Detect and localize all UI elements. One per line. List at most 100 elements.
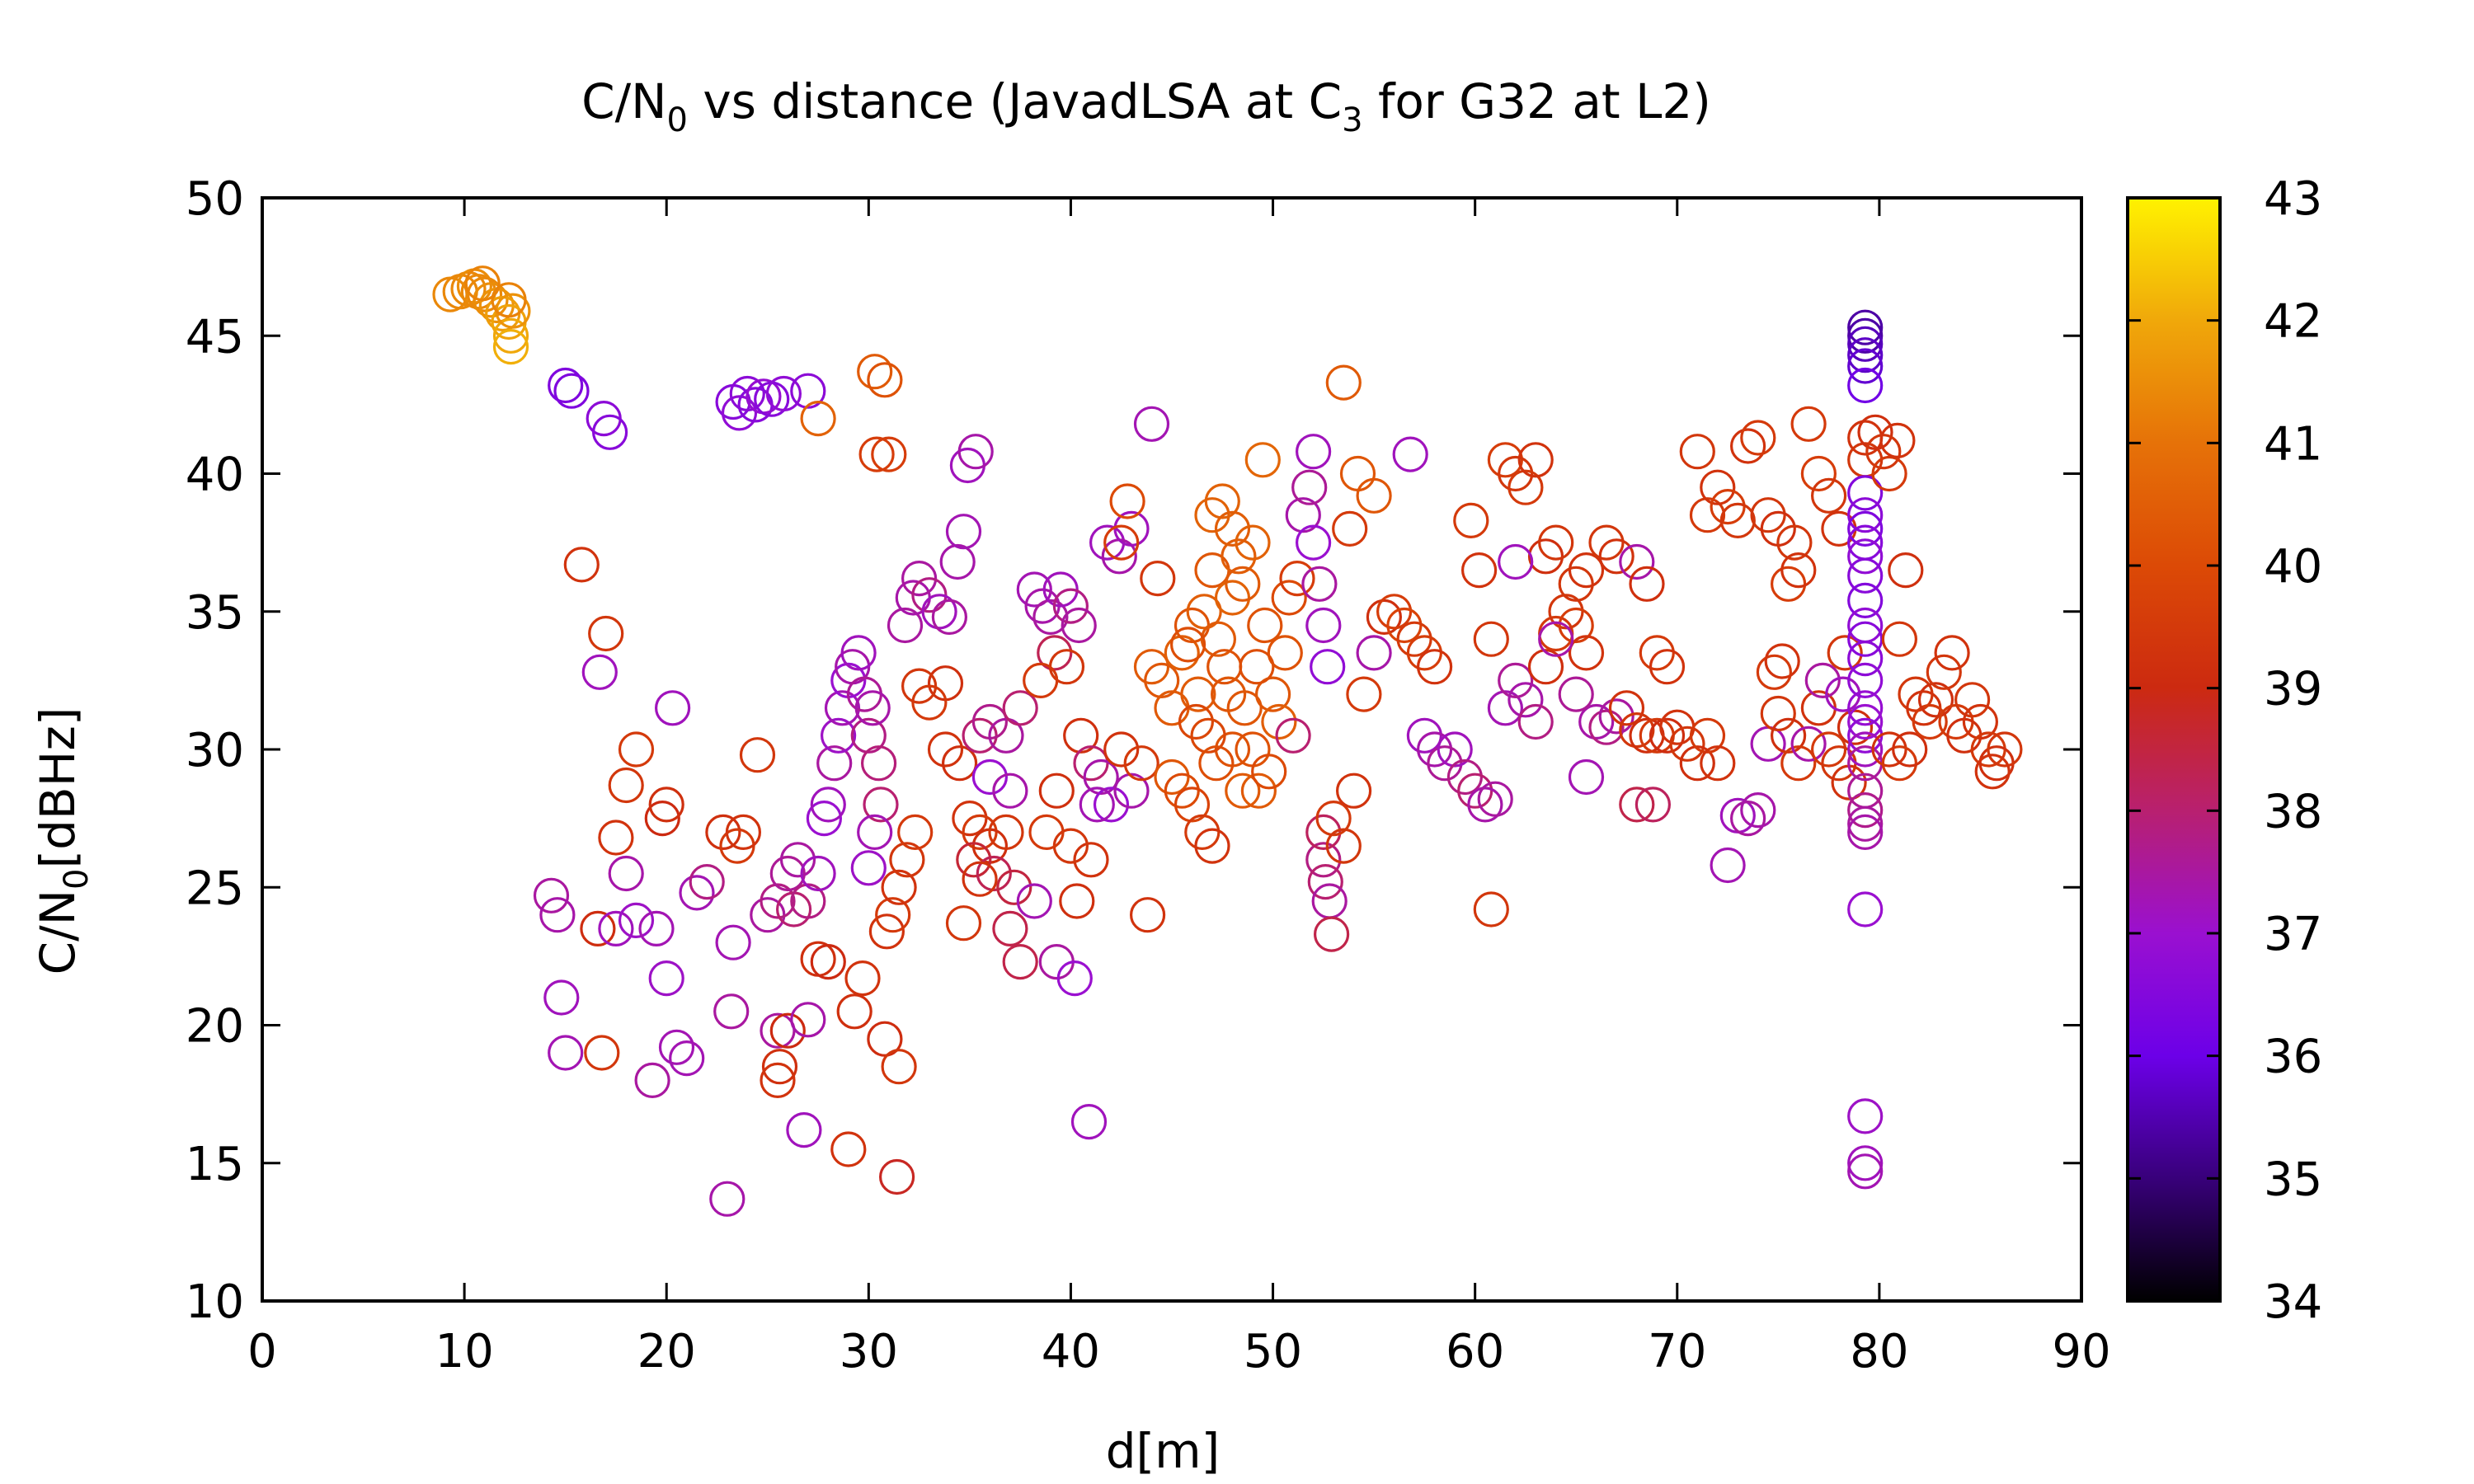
data-point bbox=[580, 910, 616, 947]
colorbar-tick-label: 42 bbox=[2264, 295, 2322, 349]
data-point bbox=[1002, 943, 1038, 980]
data-point bbox=[1198, 745, 1235, 782]
data-point bbox=[1719, 502, 1756, 539]
data-point bbox=[1129, 897, 1166, 933]
data-point bbox=[1847, 1153, 1884, 1190]
data-point bbox=[1376, 594, 1413, 630]
data-point bbox=[1917, 682, 1954, 718]
data-point bbox=[1221, 538, 1257, 575]
data-point bbox=[1619, 711, 1655, 749]
data-point bbox=[992, 773, 1028, 809]
data-point bbox=[492, 329, 529, 365]
data-point bbox=[830, 1131, 867, 1167]
data-point bbox=[709, 1181, 745, 1217]
data-point bbox=[1954, 682, 1991, 718]
data-point bbox=[658, 1029, 695, 1065]
data-point bbox=[1037, 635, 1073, 671]
data-point bbox=[648, 787, 684, 823]
data-point bbox=[945, 905, 982, 942]
data-point bbox=[1056, 960, 1093, 997]
data-point bbox=[1847, 1098, 1884, 1134]
data-point bbox=[1740, 791, 1776, 829]
data-point bbox=[1649, 717, 1686, 754]
data-point bbox=[1061, 607, 1097, 644]
data-point bbox=[608, 767, 644, 804]
data-point bbox=[1776, 524, 1813, 561]
data-point bbox=[1261, 703, 1297, 740]
data-point bbox=[1133, 649, 1170, 685]
data-point bbox=[1847, 475, 1884, 511]
data-point bbox=[962, 814, 998, 851]
x-axis: 0 10 20 30 40 50 60 70 80 90 bbox=[247, 198, 2111, 1378]
data-point bbox=[644, 800, 680, 837]
data-point bbox=[1847, 607, 1884, 644]
data-point bbox=[1588, 709, 1625, 745]
data-point bbox=[1865, 434, 1902, 470]
data-point bbox=[750, 897, 786, 933]
data-point bbox=[1079, 787, 1115, 823]
y-tick-label: 40 bbox=[186, 448, 244, 502]
data-point bbox=[1235, 731, 1271, 768]
data-point bbox=[1396, 621, 1432, 657]
data-point bbox=[1194, 497, 1230, 533]
colorbar-axis: 34 35 36 37 38 39 40 41 42 43 bbox=[2128, 172, 2322, 1329]
data-point bbox=[1406, 717, 1443, 754]
data-point bbox=[1847, 317, 1884, 354]
data-point bbox=[1847, 791, 1884, 829]
data-point bbox=[1847, 690, 1884, 726]
data-point bbox=[957, 434, 994, 470]
data-point bbox=[1301, 566, 1338, 602]
data-point bbox=[1332, 510, 1368, 547]
data-point bbox=[810, 787, 846, 823]
data-point bbox=[1548, 594, 1584, 630]
data-point bbox=[945, 514, 982, 550]
data-point bbox=[1730, 428, 1766, 464]
data-point bbox=[800, 401, 836, 437]
data-point bbox=[1847, 337, 1884, 373]
data-point bbox=[1750, 726, 1786, 762]
data-point bbox=[857, 354, 893, 390]
data-point bbox=[1962, 703, 1998, 740]
data-point bbox=[654, 690, 691, 726]
data-point bbox=[790, 373, 826, 409]
data-point bbox=[760, 1062, 796, 1099]
data-point bbox=[779, 842, 816, 878]
data-point bbox=[1339, 455, 1376, 492]
data-point bbox=[689, 863, 725, 900]
data-point bbox=[1847, 510, 1884, 547]
data-point bbox=[1315, 800, 1352, 837]
colorbar-tick-label: 40 bbox=[2264, 540, 2322, 594]
data-point bbox=[1527, 538, 1564, 575]
data-point bbox=[1881, 621, 1917, 657]
colorbar-tick-label: 39 bbox=[2264, 663, 2322, 716]
data-point bbox=[881, 1049, 917, 1085]
data-point bbox=[867, 362, 903, 398]
data-point bbox=[1689, 717, 1726, 754]
data-point bbox=[1538, 524, 1574, 561]
data-point bbox=[760, 883, 796, 919]
data-point bbox=[1771, 566, 1807, 602]
data-point bbox=[844, 960, 881, 997]
data-point bbox=[765, 375, 802, 412]
data-point bbox=[1847, 326, 1884, 362]
data-point bbox=[1103, 731, 1140, 768]
data-point bbox=[1847, 348, 1884, 384]
data-point bbox=[790, 1002, 826, 1038]
data-point bbox=[705, 814, 741, 851]
x-tick-label: 20 bbox=[637, 1325, 696, 1378]
data-point bbox=[1123, 745, 1159, 782]
data-point bbox=[539, 897, 576, 933]
data-point bbox=[1730, 800, 1766, 837]
data-point bbox=[1892, 731, 1928, 768]
data-point bbox=[1821, 510, 1857, 547]
data-point bbox=[1016, 883, 1052, 919]
data-point bbox=[1244, 442, 1281, 478]
data-point bbox=[1154, 758, 1190, 796]
x-tick-label: 40 bbox=[1042, 1325, 1100, 1378]
data-point bbox=[1629, 566, 1665, 602]
data-point bbox=[1700, 745, 1736, 782]
data-point bbox=[988, 814, 1024, 851]
scatter-points bbox=[432, 265, 2023, 1217]
data-point bbox=[634, 1062, 670, 1099]
